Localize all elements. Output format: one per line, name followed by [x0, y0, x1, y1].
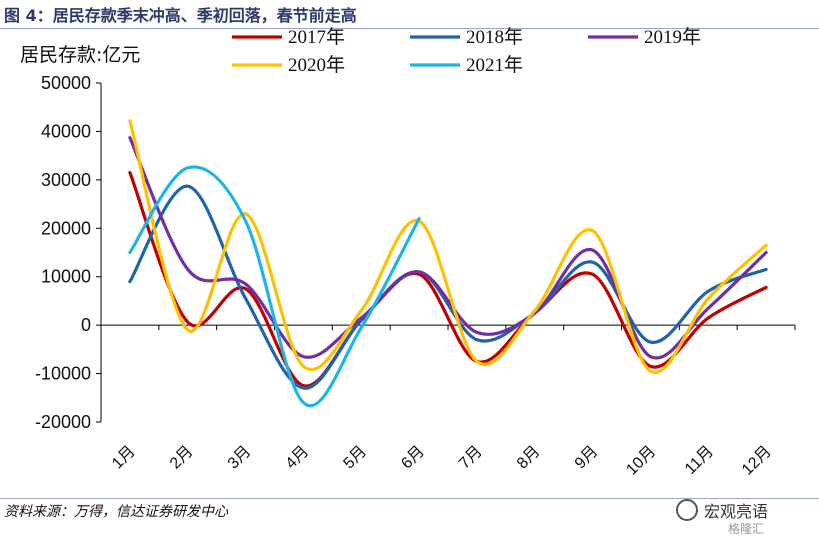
brand-name: 宏观亮语	[704, 502, 769, 521]
legend-label: 2018年	[466, 26, 523, 48]
watermark: 格隆汇	[728, 522, 765, 536]
legend-label: 2017年	[288, 26, 345, 48]
x-category-label: 5月	[340, 443, 370, 473]
y-tick-label: -10000	[35, 364, 91, 384]
y-tick-label: 50000	[41, 73, 91, 93]
chart-axes: -20000 -10000 0 10000 20000 30000 40000 50000 1月…	[35, 73, 796, 479]
x-category-label: 3月	[225, 443, 255, 473]
brand-mark: 宏观亮语	[676, 498, 768, 522]
figure-title: 图 4：居民存款季末冲高、季初回落，春节前走高	[4, 6, 357, 25]
x-category-label: 1月	[109, 443, 139, 473]
y-tick-label: 10000	[41, 267, 91, 287]
wechat-logo-icon	[676, 499, 698, 521]
series-layer	[128, 119, 768, 408]
legend-label: 2020年	[288, 54, 345, 76]
source-note: 资料来源：万得，信达证券研发中心	[4, 504, 228, 520]
y-tick-label: 20000	[41, 218, 91, 238]
y-tick-label: 0	[81, 315, 91, 335]
x-category-label: 10月	[623, 443, 659, 479]
x-category-label: 8月	[514, 443, 544, 473]
y-tick-label: 40000	[41, 121, 91, 141]
legend-label: 2021年	[466, 54, 523, 76]
x-category-label: 11月	[682, 443, 717, 478]
line-chart: -20000 -10000 0 10000 20000 30000 40000 50000 1月…	[35, 26, 796, 479]
y-tick-label: 30000	[41, 170, 91, 190]
series-line-2019年	[128, 136, 768, 360]
x-category-label: 9月	[572, 443, 602, 473]
x-category-label: 4月	[283, 443, 313, 473]
legend: 2017年 2018年 2019年 2020年 2021年	[232, 26, 701, 76]
title-divider	[0, 28, 819, 29]
y-axis-unit-label: 居民存款:亿元	[20, 44, 141, 66]
x-category-label: 7月	[456, 443, 486, 473]
series-line-2020年	[128, 119, 768, 374]
x-category-label: 12月	[739, 443, 775, 479]
series-line-2017年	[128, 171, 768, 388]
legend-label: 2019年	[644, 26, 701, 48]
footer-divider	[0, 498, 819, 499]
x-category-label: 6月	[398, 443, 428, 473]
x-category-label: 2月	[167, 443, 197, 473]
y-tick-label: -20000	[35, 412, 91, 432]
series-line-2021年	[128, 165, 421, 408]
